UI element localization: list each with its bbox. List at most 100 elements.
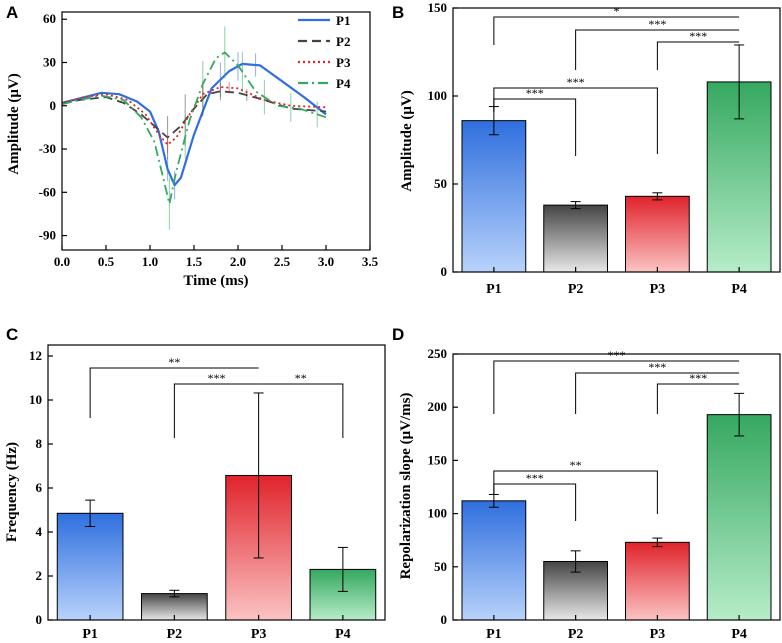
panel-b-bracket-label: * <box>614 4 620 18</box>
a-y-tick-label: 60 <box>43 11 56 26</box>
panel-c-category-label-p1: P1 <box>82 627 98 642</box>
panel-b-y-tick-label: 50 <box>434 176 447 191</box>
panel-a-legend: P1 P2 P3 P4 <box>298 13 351 91</box>
panel-b-bracket-label: *** <box>567 75 585 89</box>
panel-d-y-tick-label: 150 <box>428 452 448 467</box>
panel-d-bracket <box>575 372 740 414</box>
panel-c-y-tick-label: 2 <box>36 568 43 583</box>
panel-d-bracket-label: *** <box>526 471 544 485</box>
panel-d-bracket <box>656 383 740 414</box>
panel-b-axes: P1 P2 P3 P4 0 50 100 150 <box>428 0 781 297</box>
panel-b-letter: B <box>392 3 404 22</box>
panel-b-bracket <box>575 29 740 70</box>
panel-d-bars <box>461 392 772 621</box>
panel-b-y-tick-label: 150 <box>428 0 448 15</box>
panel-c-bracket <box>89 367 259 418</box>
panel-d-bracket-label: *** <box>689 371 707 385</box>
a-legend-label-p3: P3 <box>336 55 351 70</box>
panel-a-axes: 0.0 0.5 1.0 1.5 2.0 2.5 3.0 3.5 60 30 0 -30 -60 -90 <box>39 11 379 269</box>
a-line-p3 <box>61 86 327 146</box>
panel-d-bar-p3 <box>624 541 690 621</box>
a-legend-label-p4: P4 <box>336 76 351 91</box>
panel-c-category-label-p3: P3 <box>251 627 267 642</box>
a-line-p1 <box>61 62 327 187</box>
panel-b-bracket <box>493 16 740 45</box>
panel-c-category-label-p4: P4 <box>335 627 351 642</box>
a-legend-label-p2: P2 <box>336 34 350 49</box>
panel-c-significance-brackets: ***** ** <box>89 355 344 438</box>
panel-a-letter: A <box>6 3 18 22</box>
panel-c-letter: C <box>6 325 18 344</box>
panel-b-bar-p2 <box>543 204 609 273</box>
panel-b-category-label-p3: P3 <box>650 282 666 297</box>
panel-d-category-label-p2: P2 <box>568 627 584 642</box>
a-x-tick-label: 1.5 <box>186 254 203 269</box>
panel-b-category-label-p1: P1 <box>486 282 502 297</box>
panel-c-y-tick-label: 4 <box>36 524 43 539</box>
panel-d-y-tick-label: 50 <box>434 559 447 574</box>
panel-a-line-chart: 0.0 0.5 1.0 1.5 2.0 2.5 3.0 3.5 60 30 0 -30 -60 -90 P… <box>6 11 379 289</box>
panel-c-y-tick-label: 6 <box>36 480 43 495</box>
a-plot-frame <box>61 11 371 251</box>
panel-b-category-label-p4: P4 <box>731 282 747 297</box>
a-y-tick-label: 30 <box>43 54 56 69</box>
panel-b-y-tick-label: 0 <box>441 264 448 279</box>
panel-b-significance-brackets: ************* <box>493 4 740 156</box>
a-y-tick-label: -30 <box>39 141 56 156</box>
panel-b-y-tick-label: 100 <box>428 88 448 103</box>
panel-a-series <box>61 26 327 230</box>
panel-d-y-tick-label: 250 <box>428 346 448 361</box>
panel-c-y-axis-title: Frequency (Hz) <box>4 442 20 542</box>
panel-b-y-axis-title: Amplitude (μV) <box>399 90 415 191</box>
panel-b-bar-p1 <box>461 120 527 273</box>
a-x-tick-label: 0.5 <box>98 254 115 269</box>
panel-d-plot-frame <box>452 353 781 621</box>
panel-d-letter: D <box>392 325 404 344</box>
panel-d-significance-brackets: ************** <box>493 348 740 521</box>
panel-c-y-tick-label: 0 <box>36 612 43 627</box>
panel-b-bracket-label: *** <box>526 86 544 100</box>
panel-c-y-tick-label: 8 <box>36 436 43 451</box>
panel-a-y-axis-title: Amplitude (μV) <box>6 73 22 174</box>
panel-d-y-tick-label: 0 <box>441 612 448 627</box>
panel-c-bar-p1 <box>56 512 124 621</box>
panel-d-bracket-label: *** <box>608 348 626 362</box>
panel-c-bracket <box>173 383 259 438</box>
panel-b-bars <box>461 44 772 273</box>
panel-d-bar-p1 <box>461 500 527 621</box>
panel-d-y-tick-label: 100 <box>428 506 448 521</box>
a-x-tick-label: 1.0 <box>142 254 158 269</box>
a-line-p4 <box>61 51 327 205</box>
panel-d-category-label-p4: P4 <box>731 627 747 642</box>
a-y-tick-label: 0 <box>50 98 57 113</box>
a-y-tick-label: -90 <box>39 228 56 243</box>
panel-d-bracket-label: ** <box>570 458 582 472</box>
a-x-tick-label: 3.0 <box>318 254 334 269</box>
panel-b-plot-frame <box>452 7 781 273</box>
panel-d-bar-p4 <box>706 414 772 621</box>
panel-d-category-label-p1: P1 <box>486 627 502 642</box>
panel-b-bracket-label: *** <box>689 29 707 43</box>
panel-b-bracket <box>656 41 740 70</box>
panel-b-category-label-p2: P2 <box>568 282 584 297</box>
panel-c-bracket-label: *** <box>208 371 226 385</box>
panel-c-bars <box>56 392 377 621</box>
panel-d-bracket-label: *** <box>648 360 666 374</box>
panel-c-plot-frame <box>47 344 386 621</box>
panel-c-bracket <box>258 383 344 438</box>
panel-d-category-label-p3: P3 <box>650 627 666 642</box>
a-y-tick-label: -60 <box>39 184 56 199</box>
a-line-p2 <box>61 90 327 139</box>
panel-a-x-axis-title: Time (ms) <box>183 273 248 289</box>
panel-c-axes: P1 P2 P3 P4 0 2 4 6 8 10 12 <box>29 344 386 642</box>
panel-c-y-tick-label: 12 <box>29 348 42 363</box>
a-x-tick-label: 3.5 <box>362 254 379 269</box>
panel-d-y-tick-label: 200 <box>428 399 448 414</box>
panel-d-bracket <box>493 470 658 514</box>
panel-c-category-label-p2: P2 <box>167 627 183 642</box>
a-x-tick-label: 0.0 <box>54 254 70 269</box>
panel-d-y-axis-title: Repolarization slope (μV/ms) <box>398 393 414 580</box>
